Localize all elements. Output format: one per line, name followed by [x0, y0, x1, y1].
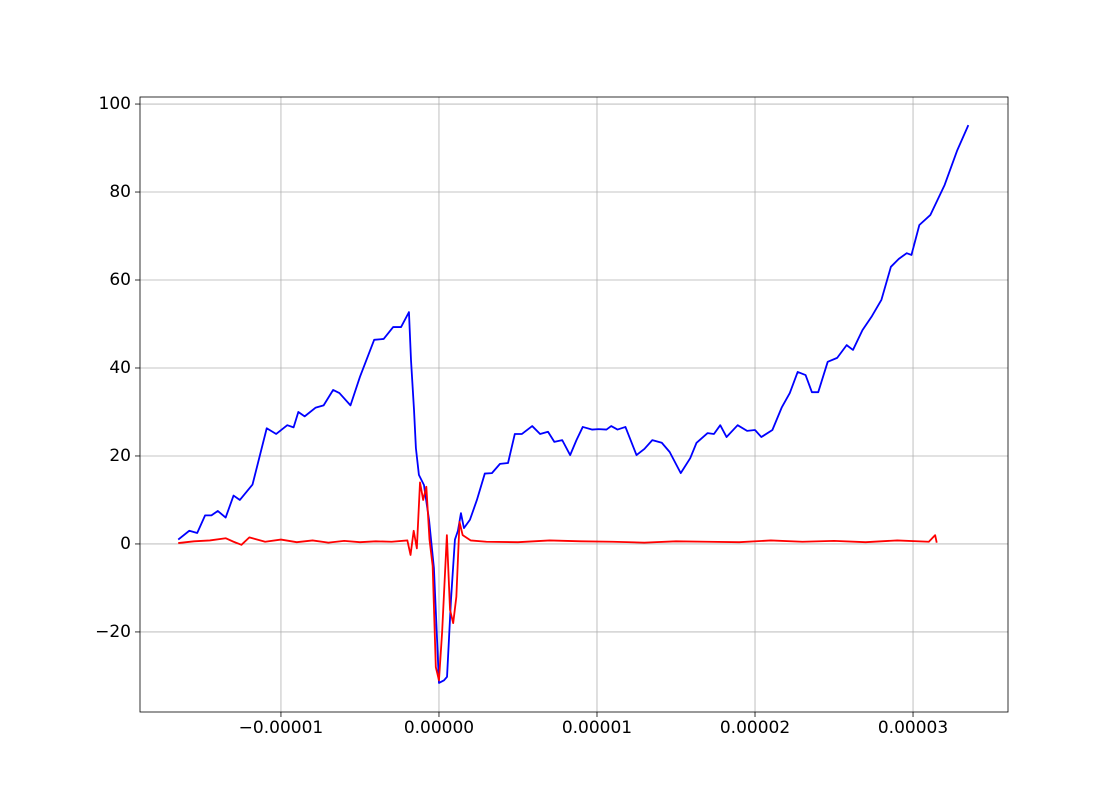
y-tick-label: 60: [109, 270, 131, 290]
x-tick-label: 0.00000: [404, 718, 474, 738]
series-line: [177, 124, 970, 684]
y-tick-label: 40: [109, 358, 131, 378]
grid: [140, 97, 1008, 712]
x-tick-label: 0.00002: [720, 718, 790, 738]
series-line: [178, 481, 938, 682]
y-tick-label: 20: [109, 446, 131, 466]
y-tick-label: 0: [120, 534, 131, 554]
y-tick-label: 100: [99, 94, 131, 114]
x-tick-label: −0.00001: [239, 718, 324, 738]
tick-labels: −0.00001 0.00000 0.00001 0.00002 0.00003 −20 0…: [95, 94, 948, 738]
y-tick-label: −20: [95, 622, 131, 642]
y-tick-label: 80: [109, 182, 131, 202]
x-tick-label: 0.00003: [878, 718, 948, 738]
x-tick-label: 0.00001: [562, 718, 632, 738]
axes-frame: [139, 96, 1009, 713]
plot-area: [177, 124, 970, 684]
